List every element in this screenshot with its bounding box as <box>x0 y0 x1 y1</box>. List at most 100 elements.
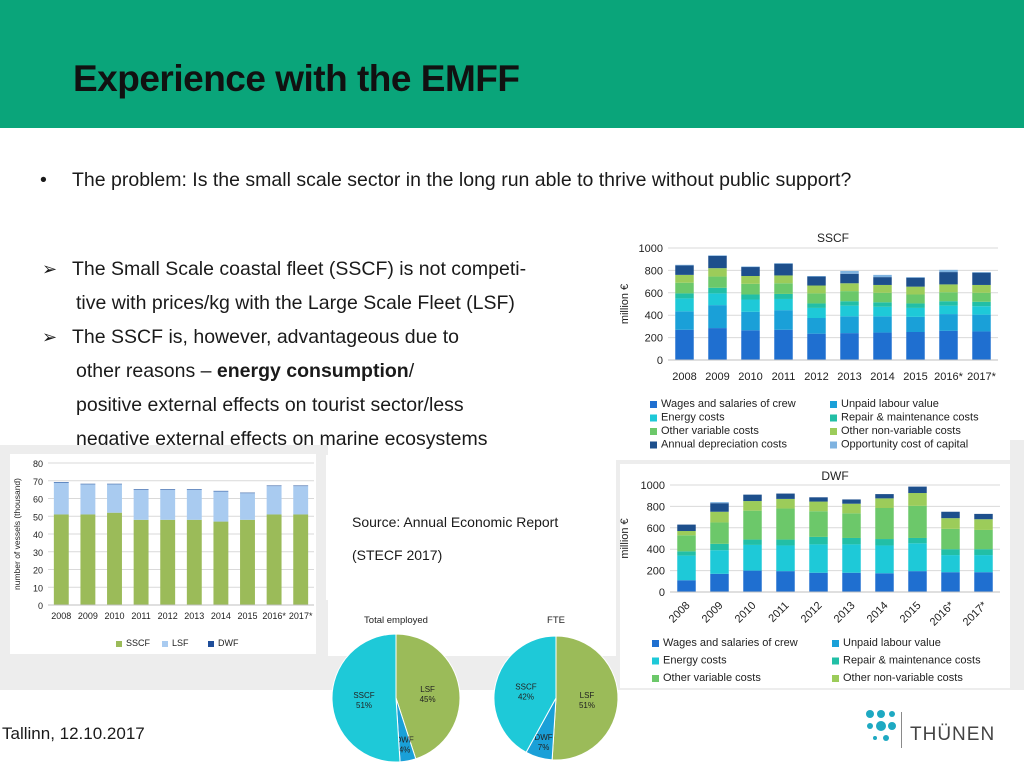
y-tick-label: 80 <box>33 459 43 469</box>
bar-segment-repair-maintenance-costs <box>708 287 727 294</box>
x-tick-label: 2013 <box>837 371 861 383</box>
bar-segment-other-non-variable-costs <box>809 501 828 512</box>
arrow-item-2-line-2b: / <box>408 360 415 382</box>
y-tick-label: 600 <box>645 288 663 300</box>
legend-item-other-variable-costs: Other variable costs <box>663 672 761 684</box>
arrow-item-2-line-4: negative external effects on marine ecos… <box>42 422 622 456</box>
bar-segment-wages-and-salaries-of-crew <box>809 572 828 592</box>
bar-segment-dwf <box>240 492 255 494</box>
legend-swatch <box>650 441 657 449</box>
bar-segment-opportunity-cost-of-capital <box>741 266 760 268</box>
bar-segment-wages-and-salaries-of-crew <box>908 571 927 592</box>
bar-segment-other-variable-costs <box>908 505 927 538</box>
y-tick-label: 200 <box>647 566 665 578</box>
y-tick-label: 40 <box>33 530 43 540</box>
arrow-item-1-cont: tive with prices/kg with the Large Scale… <box>42 286 622 320</box>
bar-segment-wages-and-salaries-of-crew <box>873 332 892 360</box>
x-tick-label: 2009 <box>78 611 98 621</box>
energy-consumption-emphasis: energy consumption <box>216 360 409 382</box>
bar-segment-other-non-variable-costs <box>906 286 925 295</box>
legend-item-unpaid-labour-value: Unpaid labour value <box>843 637 941 649</box>
bar-segment-opportunity-cost-of-capital <box>840 270 859 274</box>
bar-segment-unpaid-labour-value <box>873 316 892 333</box>
bar-segment-opportunity-cost-of-capital <box>710 502 729 504</box>
bar-segment-sscf <box>186 519 202 605</box>
bar-segment-opportunity-cost-of-capital <box>972 272 991 273</box>
pie-title: FTE <box>547 615 565 626</box>
bar-segment-other-variable-costs <box>677 535 696 552</box>
bar-segment-opportunity-cost-of-capital <box>708 255 727 256</box>
bar-segment-annual-depreciation-costs <box>807 276 826 286</box>
legend-item-other-non-variable-costs: Other non-variable costs <box>843 672 963 684</box>
legend-swatch <box>208 641 214 647</box>
bar-segment-other-non-variable-costs <box>710 511 729 523</box>
x-tick-label: 2016* <box>262 611 286 621</box>
bar-segment-unpaid-labour-value <box>939 314 958 331</box>
pie-label-dwf: DWF <box>534 733 552 742</box>
source-box <box>326 455 616 600</box>
x-tick-label: 2017* <box>967 371 996 383</box>
bar-segment-other-variable-costs <box>974 529 993 550</box>
bar-segment-dwf <box>107 483 122 485</box>
bar-segment-energy-costs <box>710 550 729 574</box>
bar-segment-wages-and-salaries-of-crew <box>840 333 859 360</box>
main-bullet: • The problem: Is the small scale sector… <box>40 166 940 195</box>
bar-segment-repair-maintenance-costs <box>974 549 993 556</box>
legend-item-repair-maintenance-costs: Repair & maintenance costs <box>841 412 979 424</box>
bar-segment-annual-depreciation-costs <box>908 486 927 494</box>
legend-item-dwf: DWF <box>218 638 239 648</box>
legend-swatch <box>830 401 837 408</box>
bar-segment-other-variable-costs <box>875 508 894 540</box>
bar-segment-other-non-variable-costs <box>939 284 958 293</box>
pie-pct-lsf: 51% <box>579 701 595 710</box>
pie-pct-sscf: 51% <box>356 701 372 710</box>
bar-segment-sscf <box>266 514 282 605</box>
vessels-chart: 0 10 20 30 40 50 60 70 80 number of vessels (thou… <box>10 454 316 654</box>
bar-segment-energy-costs <box>807 307 826 318</box>
x-tick-label: 2015 <box>237 611 257 621</box>
legend-swatch <box>832 640 839 647</box>
bar-segment-annual-depreciation-costs <box>875 494 894 499</box>
y-tick-label: 30 <box>33 548 43 558</box>
bar-segment-energy-costs <box>842 544 861 573</box>
y-tick-label: 70 <box>33 477 43 487</box>
x-tick-label: 2012 <box>804 371 828 383</box>
legend-item-lsf: LSF <box>172 638 189 648</box>
pie-label-dwf: DWF <box>396 735 414 744</box>
bar-segment-other-non-variable-costs <box>743 501 762 511</box>
bar-segment-unpaid-labour-value <box>807 318 826 334</box>
legend-item-wages-and-salaries-of-crew: Wages and salaries of crew <box>661 398 796 410</box>
bar-segment-energy-costs <box>776 545 795 572</box>
bar-segment-annual-depreciation-costs <box>906 277 925 287</box>
thuenen-logo-dots-icon <box>866 710 896 741</box>
bar-segment-other-variable-costs <box>741 283 760 295</box>
bar-segment-repair-maintenance-costs <box>875 539 894 546</box>
x-tick-label: 2015 <box>903 371 927 383</box>
bar-segment-dwf <box>213 490 229 492</box>
x-tick-label: 2010 <box>738 371 762 383</box>
x-tick-label: 2009 <box>705 371 729 383</box>
bar-segment-sscf <box>213 521 229 605</box>
pie-label-lsf: LSF <box>420 685 435 694</box>
bar-segment-energy-costs <box>809 544 828 573</box>
y-tick-label: 1000 <box>641 480 665 492</box>
bar-segment-repair-maintenance-costs <box>842 537 861 545</box>
bar-segment-other-variable-costs <box>873 292 892 303</box>
bar-segment-other-variable-costs <box>776 508 795 540</box>
legend-item-repair-maintenance-costs: Repair & maintenance costs <box>843 655 981 667</box>
y-tick-label: 0 <box>38 601 43 611</box>
bar-segment-unpaid-labour-value <box>708 305 727 329</box>
bar-segment-unpaid-labour-value <box>675 311 694 330</box>
bar-segment-energy-costs <box>873 306 892 317</box>
y-tick-label: 10 <box>33 583 43 593</box>
arrow-item-1-line-1: The Small Scale coastal fleet (SSCF) is … <box>72 258 527 280</box>
legend-swatch <box>652 640 659 647</box>
bar-segment-dwf <box>266 485 282 487</box>
bar-segment-wages-and-salaries-of-crew <box>842 572 861 592</box>
x-tick-label: 2014 <box>211 611 231 621</box>
bar-segment-lsf <box>107 484 122 513</box>
bar-segment-wages-and-salaries-of-crew <box>974 572 993 592</box>
legend-swatch <box>830 414 837 422</box>
